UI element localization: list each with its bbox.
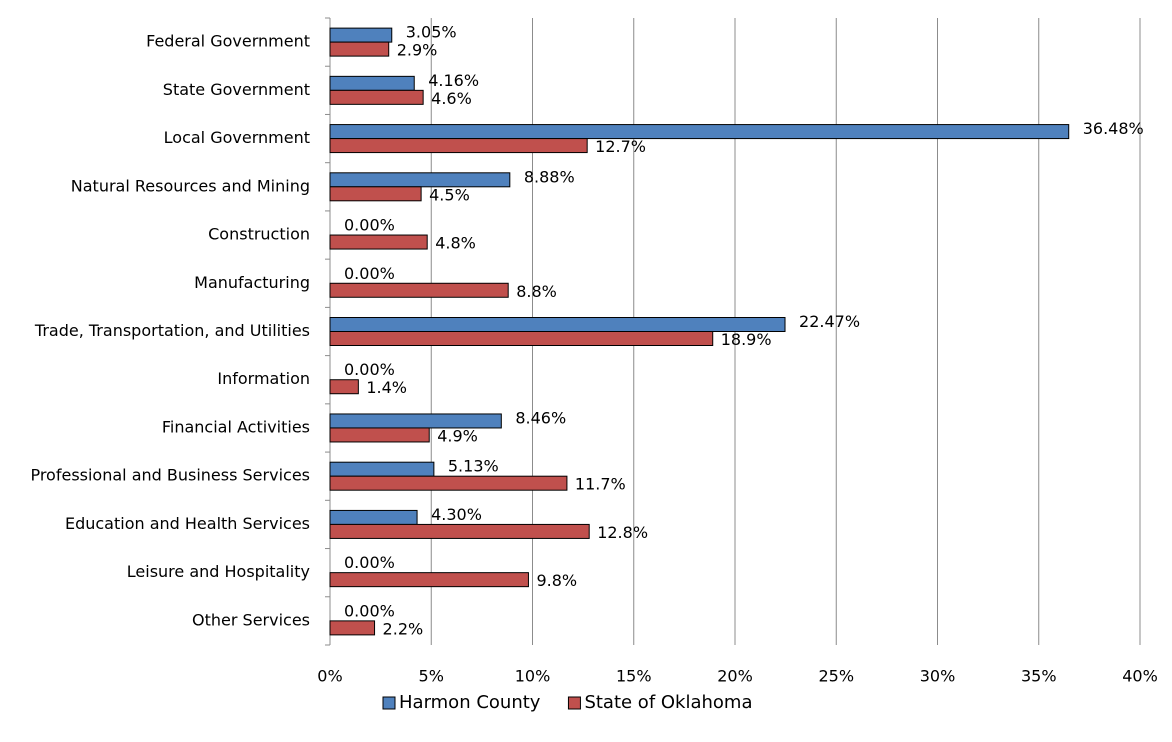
category-label: Information — [217, 369, 310, 388]
category-label: Natural Resources and Mining — [71, 176, 310, 195]
legend-swatch — [567, 696, 581, 710]
value-label: 4.5% — [429, 185, 470, 204]
value-label: 11.7% — [575, 475, 626, 494]
value-label: 9.8% — [536, 571, 577, 590]
category-label: State Government — [163, 80, 310, 99]
bar — [329, 620, 376, 636]
value-label: 3.05% — [406, 23, 457, 42]
bar — [329, 89, 424, 105]
category-label: Other Services — [192, 610, 310, 629]
value-label: 4.30% — [431, 505, 482, 524]
bar — [329, 124, 1070, 140]
value-label: 0.00% — [344, 360, 395, 379]
value-label: 4.16% — [428, 71, 479, 90]
category-label: Construction — [208, 225, 310, 244]
value-label: 8.88% — [524, 167, 575, 186]
value-label: 2.2% — [383, 619, 424, 638]
category-label: Manufacturing — [194, 273, 310, 292]
x-tick-label: 10% — [515, 667, 551, 686]
category-label: Education and Health Services — [65, 514, 310, 533]
bar — [329, 138, 588, 154]
x-tick-label: 30% — [920, 667, 956, 686]
value-label: 4.9% — [437, 426, 478, 445]
value-label: 0.00% — [344, 216, 395, 235]
bar — [329, 282, 509, 298]
bar — [329, 572, 529, 588]
category-label: Local Government — [164, 128, 310, 147]
value-label: 12.8% — [597, 523, 648, 542]
x-tick-label: 20% — [717, 667, 753, 686]
bar — [329, 317, 786, 332]
value-label: 12.7% — [595, 137, 646, 156]
x-tick-label: 15% — [616, 667, 652, 686]
value-label: 5.13% — [448, 457, 499, 476]
value-label: 22.47% — [799, 312, 860, 331]
value-label: 36.48% — [1083, 119, 1144, 138]
value-label: 18.9% — [721, 330, 772, 349]
category-label: Financial Activities — [162, 417, 310, 436]
legend-label: Harmon County — [399, 692, 541, 713]
value-label: 4.8% — [435, 234, 476, 253]
category-label: Professional and Business Services — [30, 466, 310, 485]
bar — [329, 331, 714, 346]
category-label: Trade, Transportation, and Utilities — [34, 321, 310, 340]
bar — [329, 172, 511, 188]
x-tick-label: 25% — [818, 667, 854, 686]
x-tick-label: 40% — [1122, 667, 1158, 686]
legend-swatch — [382, 696, 396, 710]
value-label: 2.9% — [397, 41, 438, 60]
category-label: Leisure and Hospitality — [127, 562, 310, 581]
value-label: 0.00% — [344, 264, 395, 283]
bar — [329, 234, 428, 250]
value-label: 4.6% — [431, 89, 472, 108]
value-label: 8.8% — [516, 282, 557, 301]
legend-label: State of Oklahoma — [584, 692, 752, 713]
category-label: Federal Government — [146, 32, 310, 51]
bar — [329, 41, 390, 57]
value-label: 1.4% — [366, 378, 407, 397]
bar — [329, 461, 435, 477]
value-label: 0.00% — [344, 601, 395, 620]
x-tick-label: 0% — [317, 667, 342, 686]
x-tick-label: 35% — [1021, 667, 1057, 686]
bar — [329, 509, 418, 525]
bar — [329, 75, 415, 91]
bar — [329, 523, 590, 539]
value-label: 8.46% — [515, 408, 566, 427]
bar — [329, 186, 422, 202]
value-label: 0.00% — [344, 553, 395, 572]
bar — [329, 379, 359, 395]
bar — [329, 475, 568, 491]
x-tick-label: 5% — [419, 667, 444, 686]
bar — [329, 427, 430, 443]
bar — [329, 27, 393, 43]
